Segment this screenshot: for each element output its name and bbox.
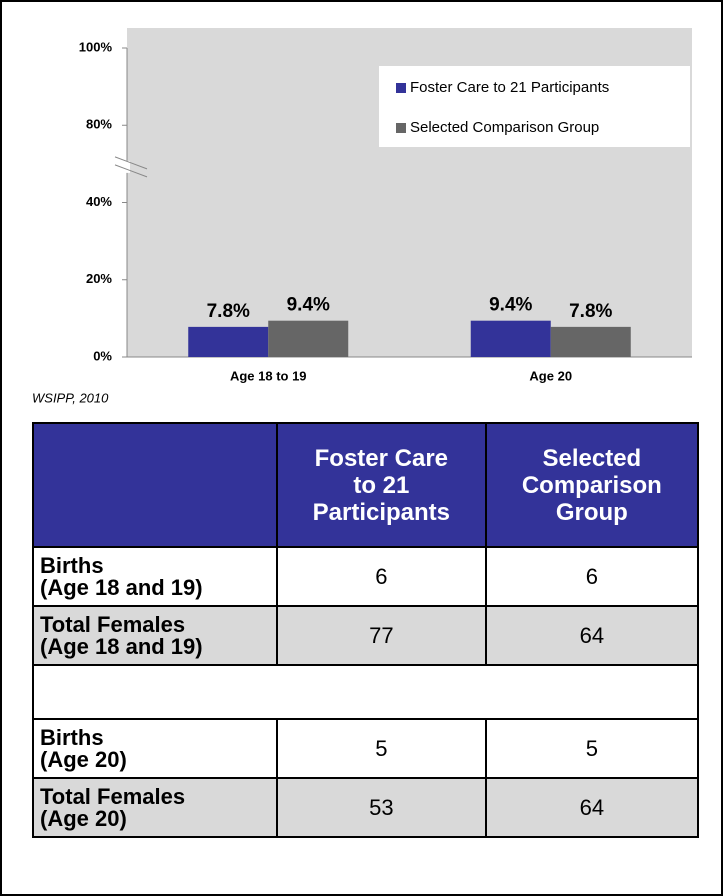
row: Total Females (Age 20) 53 64 [32, 777, 700, 838]
y-tick-label: 0% [93, 348, 112, 363]
header-row: Foster Care to 21 Participants Selected Com… [32, 422, 700, 548]
cell: 6 [484, 546, 700, 607]
row: Total Females (Age 18 and 19) 77 64 [32, 605, 700, 666]
row-label: Births (Age 20) [32, 718, 278, 779]
header-blank [32, 422, 278, 548]
header-line: Selected [542, 444, 642, 472]
data-label: 9.4% [287, 295, 330, 316]
header-line: to 21 [353, 471, 410, 499]
label-line: (Age 20) [40, 746, 127, 772]
legend-label: Foster Care to 21 Participants [410, 79, 609, 96]
x-tick-label: Age 18 to 19 [230, 368, 307, 383]
cell: 53 [276, 777, 487, 838]
row: Births (Age 18 and 19) 6 6 [32, 546, 700, 607]
label-line: Births [40, 552, 104, 578]
cell: 5 [276, 718, 487, 779]
cell: 77 [276, 605, 487, 666]
x-tick-label: Age 20 [529, 368, 572, 383]
spacer [32, 664, 699, 720]
bar [550, 326, 631, 357]
data-label: 7.8% [207, 301, 250, 322]
axis-break [114, 156, 148, 170]
y-tick-label: 40% [86, 194, 112, 209]
label-line: (Age 20) [40, 805, 127, 831]
row-label: Total Females (Age 20) [32, 777, 278, 838]
label-line: (Age 18 and 19) [40, 574, 203, 600]
spacer-row [32, 664, 699, 720]
axis-break [114, 164, 148, 178]
legend-swatch [396, 83, 406, 93]
bar [268, 320, 349, 357]
header-line: Comparison [521, 471, 662, 499]
y-tick-label: 100% [79, 39, 113, 54]
source: WSIPP, 2010 [32, 390, 109, 405]
y-tick-label: 20% [86, 271, 112, 286]
cell: 64 [484, 605, 700, 666]
data-label: 7.8% [569, 301, 612, 322]
row-label: Births (Age 18 and 19) [32, 546, 278, 607]
header-cell: Selected Comparison Group [484, 422, 700, 548]
legend-label: Selected Comparison Group [410, 119, 599, 136]
cell: 64 [484, 777, 700, 838]
axis-break-gap [124, 160, 130, 173]
cell: 5 [484, 718, 700, 779]
data-label: 9.4% [489, 295, 532, 316]
label-line: Births [40, 724, 104, 750]
y-tick-label: 80% [86, 117, 112, 132]
cell: 6 [276, 546, 487, 607]
legend-box [379, 66, 690, 147]
header-line: Foster Care [314, 444, 449, 472]
row: Births (Age 20) 5 5 [32, 718, 700, 779]
header-cell: Foster Care to 21 Participants [276, 422, 487, 548]
chart: WSIPP, 2010 0% 20% 40% 80% 100% Age 18 to 19 7… [32, 28, 692, 405]
label-line: (Age 18 and 19) [40, 633, 203, 659]
data-table: Foster Care to 21 Participants Selected Com… [32, 422, 700, 838]
label-line: Total Females [40, 611, 186, 637]
header-line: Participants [312, 498, 451, 526]
header-line: Group [555, 498, 628, 526]
label-line: Total Females [40, 783, 186, 809]
bar [188, 326, 269, 357]
row-label: Total Females (Age 18 and 19) [32, 605, 278, 666]
legend-swatch [396, 123, 406, 133]
bar [470, 320, 551, 357]
